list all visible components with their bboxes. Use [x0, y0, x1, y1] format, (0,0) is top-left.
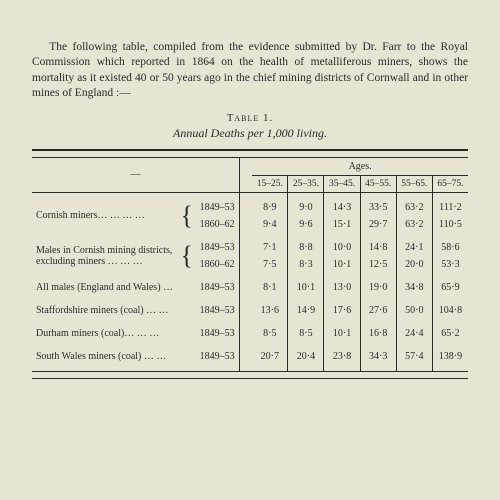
table-cell: 8·8	[288, 239, 324, 256]
table-cell: 24·4	[396, 325, 432, 342]
period-cell: 1849–53	[195, 199, 240, 216]
table-cell: 34·8	[396, 279, 432, 296]
table-cell: 138·9	[432, 348, 468, 365]
row-label: Durham miners (coal)… … …	[32, 325, 195, 342]
table-cell: 27·6	[360, 302, 396, 319]
table-cell: 110·5	[432, 216, 468, 233]
period-cell: 1849–53	[195, 302, 240, 319]
table-cell: 111·2	[432, 199, 468, 216]
brace-icon: {	[181, 239, 195, 273]
period-cell: 1849–53	[195, 239, 240, 256]
period-cell: 1860–62	[195, 216, 240, 233]
table-cell: 34·3	[360, 348, 396, 365]
row-label: South Wales miners (coal) … …	[32, 348, 195, 365]
table-cell: 57·4	[396, 348, 432, 365]
table-cell: 13·6	[252, 302, 288, 319]
table-cell: 9·6	[288, 216, 324, 233]
table-cell: 65·2	[432, 325, 468, 342]
table-cell: 9·0	[288, 199, 324, 216]
table-cell: 20·4	[288, 348, 324, 365]
table-cell: 50·0	[396, 302, 432, 319]
table-cell: 10·1	[288, 279, 324, 296]
table-cell: 24·1	[396, 239, 432, 256]
table-cell: 7·1	[252, 239, 288, 256]
table-cell: 16·8	[360, 325, 396, 342]
row-label: Staffordshire miners (coal) … …	[32, 302, 195, 319]
table-cell: 8·9	[252, 199, 288, 216]
table-cell: 65·9	[432, 279, 468, 296]
table-cell: 8·1	[252, 279, 288, 296]
intro-paragraph: The following table, compiled from the e…	[32, 40, 468, 102]
table-cell: 9·4	[252, 216, 288, 233]
age-col-1: 25–35.	[288, 175, 324, 192]
age-col-3: 45–55.	[360, 175, 396, 192]
table-cell: 58·6	[432, 239, 468, 256]
table-cell: 33·5	[360, 199, 396, 216]
age-col-2: 35–45.	[324, 175, 360, 192]
mortality-table: — Ages. 15–25. 25–35. 35–45. 45–55. 55–6…	[32, 149, 468, 385]
table-cell: 14·8	[360, 239, 396, 256]
table-cell: 14·3	[324, 199, 360, 216]
table-cell: 13·0	[324, 279, 360, 296]
table-cell: 17·6	[324, 302, 360, 319]
age-col-0: 15–25.	[252, 175, 288, 192]
ages-header: Ages.	[252, 157, 468, 175]
table-cell: 10·0	[324, 239, 360, 256]
table-cell: 10·1	[324, 256, 360, 273]
table-label: Table 1.	[32, 112, 468, 124]
table-cell: 8·5	[252, 325, 288, 342]
table-cell: 14·9	[288, 302, 324, 319]
table-cell: 10·1	[324, 325, 360, 342]
table-title: Annual Deaths per 1,000 living.	[32, 126, 468, 141]
brace-icon: {	[181, 199, 195, 233]
table-cell: 104·8	[432, 302, 468, 319]
row-label: All males (England and Wales) …	[32, 279, 195, 296]
table-cell: 8·3	[288, 256, 324, 273]
table-cell: 63·2	[396, 199, 432, 216]
period-cell: 1849–53	[195, 348, 240, 365]
table-cell: 23·8	[324, 348, 360, 365]
table-cell: 12·5	[360, 256, 396, 273]
table-cell: 29·7	[360, 216, 396, 233]
table-cell: 20·7	[252, 348, 288, 365]
row-label: Cornish miners… … … …	[32, 199, 181, 233]
table-cell: 7·5	[252, 256, 288, 273]
row-header-dash: —	[32, 157, 240, 192]
age-col-4: 55–65.	[396, 175, 432, 192]
table-cell: 63·2	[396, 216, 432, 233]
row-label: Males in Cornish mining districts, exclu…	[32, 239, 181, 273]
table-cell: 15·1	[324, 216, 360, 233]
period-cell: 1849–53	[195, 325, 240, 342]
table-cell: 20·0	[396, 256, 432, 273]
period-cell: 1860–62	[195, 256, 240, 273]
age-col-5: 65–75.	[432, 175, 468, 192]
table-cell: 8·5	[288, 325, 324, 342]
table-cell: 19·0	[360, 279, 396, 296]
period-cell: 1849–53	[195, 279, 240, 296]
table-cell: 53·3	[432, 256, 468, 273]
